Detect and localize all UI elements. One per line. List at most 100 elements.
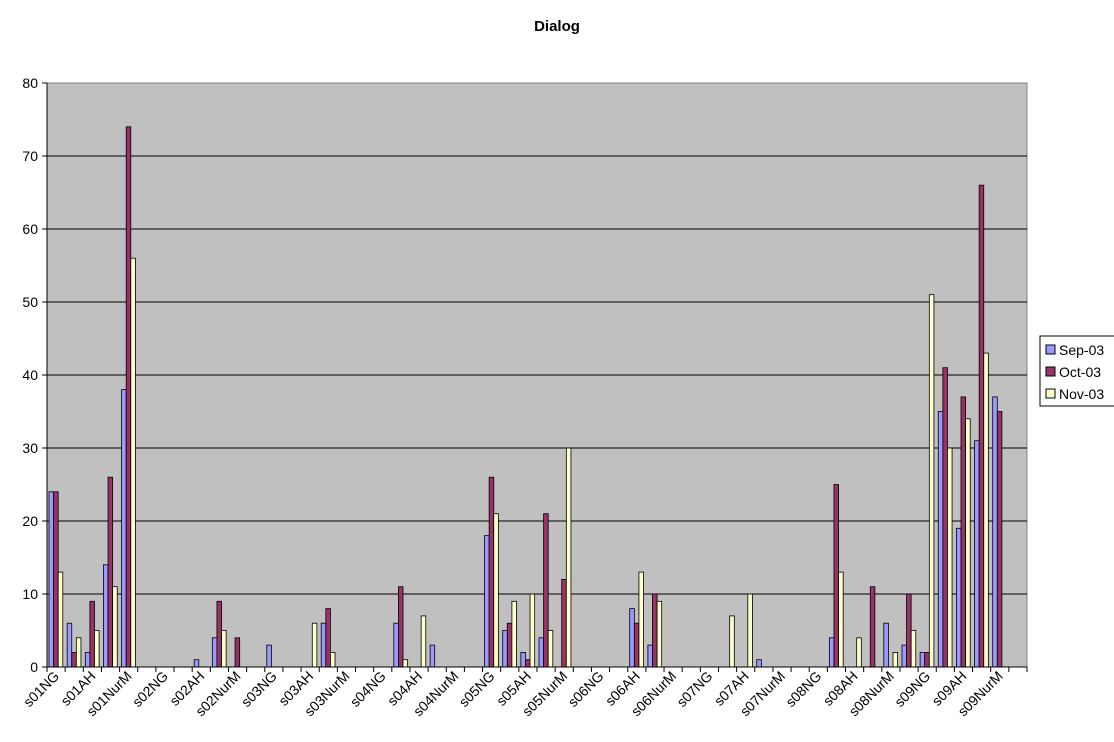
- y-tick-label: 10: [22, 586, 38, 602]
- y-tick-label: 30: [22, 440, 38, 456]
- y-tick-label: 80: [22, 75, 38, 91]
- bar-oct-03: [525, 659, 531, 668]
- bar-nov-03: [983, 352, 989, 668]
- bar-oct-03: [942, 367, 948, 668]
- y-tick-label: 0: [30, 659, 38, 675]
- bar-oct-03: [216, 600, 222, 668]
- bar-sep-03: [48, 491, 54, 668]
- bar-oct-03: [960, 396, 967, 668]
- bar-oct-03: [107, 476, 114, 668]
- y-tick-label: 20: [22, 513, 38, 529]
- bar-sep-03: [520, 652, 526, 668]
- bar-oct-03: [561, 579, 567, 668]
- bar-nov-03: [402, 659, 409, 668]
- bar-sep-03: [266, 644, 272, 668]
- bar-nov-03: [656, 600, 663, 668]
- bar-sep-03: [84, 652, 91, 668]
- bar-oct-03: [71, 652, 77, 668]
- bar-nov-03: [130, 257, 136, 668]
- x-axis: s01NGs01AHs01NurMs02NGs02AHs02NurMs03NGs…: [20, 666, 1028, 719]
- gridlines: [47, 155, 1027, 595]
- bar-nov-03: [747, 593, 753, 668]
- legend-label: Oct-03: [1059, 364, 1101, 380]
- x-tick-label: s04NG: [347, 668, 389, 710]
- x-tick-label: s05NG: [456, 668, 498, 710]
- bar-sep-03: [429, 644, 436, 668]
- legend-swatch: [1045, 388, 1056, 399]
- bar-nov-03: [420, 615, 427, 668]
- x-tick-label: s03NG: [238, 668, 280, 710]
- bar-sep-03: [828, 637, 835, 668]
- bar-oct-03: [633, 622, 640, 668]
- bar-oct-03: [506, 622, 513, 668]
- legend-label: Sep-03: [1059, 342, 1104, 358]
- bar-oct-03: [978, 184, 985, 668]
- bar-sep-03: [484, 535, 490, 668]
- bar-oct-03: [398, 586, 404, 668]
- bar-nov-03: [75, 637, 82, 668]
- x-tick-label: s01NG: [20, 668, 62, 710]
- bar-oct-03: [53, 491, 59, 668]
- bar-oct-03: [89, 600, 95, 668]
- bar-sep-03: [883, 622, 889, 668]
- bar-sep-03: [66, 622, 73, 668]
- y-tick-label: 60: [22, 221, 38, 237]
- bar-sep-03: [647, 644, 653, 668]
- bar-nov-03: [838, 571, 844, 668]
- bar-nov-03: [511, 600, 517, 668]
- bar-sep-03: [320, 622, 327, 668]
- bar-sep-03: [393, 622, 399, 668]
- bar-oct-03: [652, 593, 658, 668]
- legend-swatch: [1045, 366, 1056, 377]
- bar-nov-03: [330, 652, 336, 668]
- bar-sep-03: [103, 564, 109, 668]
- bar-nov-03: [94, 630, 100, 668]
- bar-nov-03: [57, 571, 64, 668]
- y-axis: 0 10 20 30 40 50 60 70 80: [22, 75, 48, 675]
- bar-oct-03: [325, 608, 331, 668]
- bar-sep-03: [629, 608, 635, 668]
- bar-sep-03: [919, 652, 926, 668]
- bar-oct-03: [234, 637, 241, 668]
- bar-sep-03: [121, 389, 127, 668]
- bar-nov-03: [947, 447, 953, 668]
- bar-oct-03: [833, 484, 839, 668]
- x-tick-label: s07NG: [673, 668, 715, 710]
- bar-nov-03: [311, 622, 318, 668]
- bar-sep-03: [211, 637, 218, 668]
- bar-nov-03: [493, 513, 499, 668]
- bar-oct-03: [488, 476, 495, 668]
- bar-nov-03: [892, 652, 899, 668]
- bar-nov-03: [547, 630, 554, 668]
- bar-oct-03: [924, 652, 930, 668]
- x-tick-label: s08NG: [782, 668, 824, 710]
- x-tick-label: s02NG: [129, 668, 171, 710]
- legend: Sep-03 Oct-03 Nov-03: [1039, 335, 1114, 407]
- bar-nov-03: [928, 294, 935, 668]
- bar-nov-03: [221, 630, 227, 668]
- y-tick-label: 50: [22, 294, 38, 310]
- bar-oct-03: [543, 513, 549, 668]
- chart-title: Dialog: [534, 18, 580, 35]
- x-tick-label: s06NG: [565, 668, 607, 710]
- bar-sep-03: [193, 659, 200, 668]
- bar-oct-03: [906, 593, 912, 668]
- bar-nov-03: [638, 571, 644, 668]
- legend-label: Nov-03: [1059, 386, 1104, 402]
- y-tick-label: 70: [22, 148, 38, 164]
- bar-oct-03: [125, 126, 132, 668]
- bar-sep-03: [502, 630, 508, 668]
- bar-sep-03: [756, 659, 762, 668]
- bar-sep-03: [901, 644, 907, 668]
- bar-sep-03: [937, 411, 944, 668]
- bar-nov-03: [529, 593, 536, 668]
- bar-sep-03: [538, 637, 544, 668]
- bar-nov-03: [729, 615, 735, 668]
- bar-nov-03: [112, 586, 118, 668]
- x-tick-label: s09NG: [891, 668, 933, 710]
- bar-nov-03: [565, 447, 572, 668]
- bar-nov-03: [856, 637, 862, 668]
- bar-nov-03: [965, 418, 971, 668]
- bar-sep-03: [956, 527, 962, 668]
